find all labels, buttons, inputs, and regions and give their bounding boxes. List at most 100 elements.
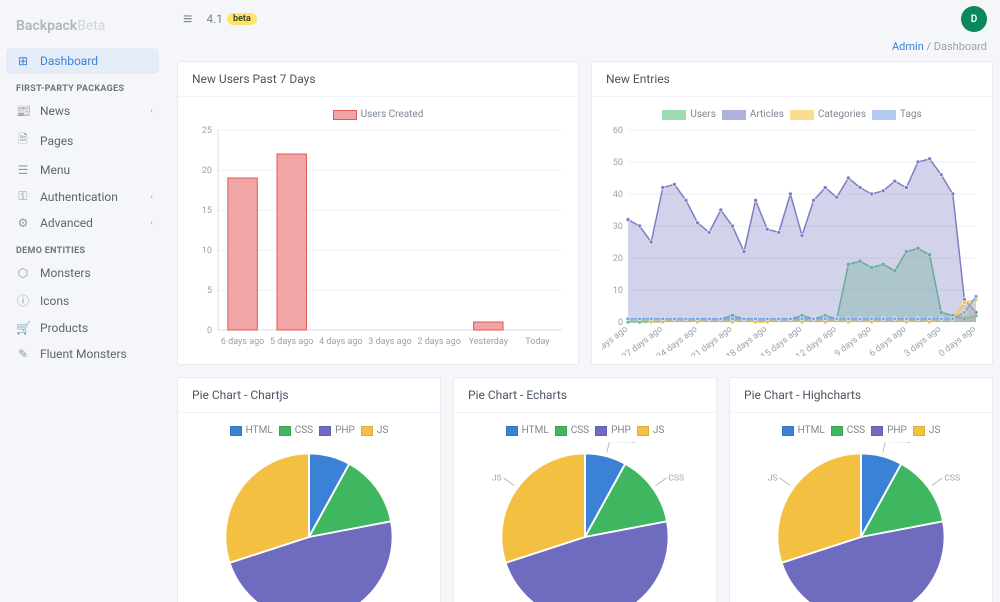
legend-label: JS: [377, 425, 388, 436]
card-title: Pie Chart - Highcharts: [730, 378, 992, 413]
sidebar-item-pages[interactable]: 🗎 Pages: [0, 124, 165, 157]
svg-text:20: 20: [202, 166, 212, 176]
sidebar-item-label: News: [40, 104, 70, 118]
sidebar-item-label: Fluent Monsters: [40, 347, 127, 361]
svg-text:40: 40: [613, 190, 623, 200]
svg-text:CSS: CSS: [944, 474, 960, 484]
legend-label: Users: [690, 109, 716, 120]
svg-text:4 days ago: 4 days ago: [319, 337, 362, 347]
legend-tags: Tags: [872, 109, 922, 120]
svg-text:JS: JS: [768, 474, 778, 484]
legend-swatch-icon: [333, 110, 357, 120]
main-area: ≡ 4.1 beta D Admin / Dashboard New Users…: [165, 0, 1000, 602]
svg-text:3 days ago: 3 days ago: [368, 337, 411, 347]
card-title: Pie Chart - Echarts: [454, 378, 716, 413]
card-new-entries: New Entries UsersArticlesCategoriesTags …: [591, 61, 993, 365]
legend-swatch-icon: [506, 426, 518, 436]
legend-html: HTML: [230, 425, 273, 436]
svg-text:25: 25: [202, 126, 212, 136]
card-title: New Entries: [592, 62, 992, 97]
dashboard-icon: ⊞: [16, 54, 30, 68]
svg-text:6 days ago: 6 days ago: [221, 337, 264, 347]
svg-text:HTML: HTML: [612, 442, 636, 445]
sidebar-item-monsters[interactable]: ⬡ Monsters: [0, 260, 165, 286]
legend-css: CSS: [279, 425, 313, 436]
legend-swatch-icon: [913, 426, 925, 436]
authentication-icon: ⚿: [16, 189, 30, 204]
legend-html: HTML: [506, 425, 549, 436]
svg-text:Today: Today: [525, 337, 550, 347]
pages-icon: 🗎: [16, 130, 30, 151]
sidebar-item-news[interactable]: 📰 News ‹: [0, 98, 165, 124]
legend-swatch-icon: [872, 110, 896, 120]
card-pie-2: Pie Chart - Highcharts HTML CSS PHP JS HTML…: [729, 377, 993, 602]
sidebar-item-dashboard[interactable]: ⊞ Dashboard: [6, 48, 159, 74]
svg-text:10: 10: [202, 246, 212, 256]
card-pie-0: Pie Chart - Chartjs HTMLCSSPHPJS: [177, 377, 441, 602]
monsters-icon: ⬡: [16, 266, 30, 280]
pie-chart: HTMLCSSPHPJS: [465, 442, 705, 602]
breadcrumb-current: Dashboard: [934, 40, 987, 53]
brand-logo: BackpackBeta: [0, 8, 165, 48]
sidebar-item-label: Advanced: [40, 216, 93, 230]
advanced-icon: ⚙: [16, 216, 30, 230]
svg-text:50: 50: [613, 158, 623, 168]
legend-swatch-icon: [279, 426, 291, 436]
svg-text:Yesterday: Yesterday: [469, 337, 509, 347]
legend-label: HTML: [798, 425, 825, 436]
card-title: New Users Past 7 Days: [178, 62, 578, 97]
svg-text:0: 0: [207, 326, 212, 336]
legend-label: CSS: [295, 425, 313, 436]
legend-label: Categories: [818, 109, 866, 120]
svg-text:CSS: CSS: [668, 474, 684, 484]
brand-second: Beta: [77, 18, 105, 34]
legend-label: PHP: [335, 425, 355, 436]
sidebar-item-icons[interactable]: ⓘ Icons: [0, 286, 165, 315]
legend-label: CSS: [847, 425, 865, 436]
sidebar-item-products[interactable]: 🛒 Products: [0, 315, 165, 341]
sidebar-item-menu[interactable]: ☰ Menu: [0, 157, 165, 183]
avatar[interactable]: D: [961, 6, 987, 32]
pie-chart: [209, 442, 409, 602]
svg-text:2 days ago: 2 days ago: [417, 337, 460, 347]
legend-label: Tags: [900, 109, 922, 120]
sidebar-section-first-party: FIRST-PARTY PACKAGES: [0, 74, 165, 98]
svg-text:HTML: HTML: [888, 442, 912, 445]
hamburger-icon[interactable]: ≡: [183, 9, 192, 29]
sidebar-item-label: Icons: [40, 294, 69, 308]
legend-swatch-icon: [319, 426, 331, 436]
svg-text:5: 5: [207, 286, 212, 296]
legend-swatch-icon: [595, 426, 607, 436]
legend-label: HTML: [522, 425, 549, 436]
legend-swatch-icon: [361, 426, 373, 436]
products-icon: 🛒: [16, 321, 30, 335]
legend-users: Users: [662, 109, 716, 120]
legend-php: PHP: [871, 425, 907, 436]
sidebar-item-label: Authentication: [40, 190, 118, 204]
pie-chart: HTMLCSSPHPJS: [741, 442, 981, 602]
sidebar-item-authentication[interactable]: ⚿ Authentication ‹: [0, 183, 165, 210]
sidebar-item-advanced[interactable]: ⚙ Advanced ‹: [0, 210, 165, 236]
breadcrumb: Admin / Dashboard: [165, 38, 1000, 61]
legend-swatch-icon: [831, 426, 843, 436]
legend-label: Articles: [750, 109, 784, 120]
legend-swatch-icon: [871, 426, 883, 436]
menu-icon: ☰: [16, 163, 30, 177]
sidebar-item-fluent-monsters[interactable]: ✎ Fluent Monsters: [0, 341, 165, 367]
line-chart: 010203040506030 days ago27 days ago24 da…: [602, 126, 982, 356]
legend-css: CSS: [831, 425, 865, 436]
version-number: 4.1: [206, 12, 223, 26]
legend-label: PHP: [611, 425, 631, 436]
svg-text:15: 15: [202, 206, 212, 216]
legend-swatch-icon: [722, 110, 746, 120]
sidebar-section-demo: DEMO ENTITIES: [0, 236, 165, 260]
legend-swatch-icon: [230, 426, 242, 436]
sidebar-item-label: Menu: [40, 163, 70, 177]
sidebar-item-label: Monsters: [40, 266, 91, 280]
legend-js: JS: [913, 425, 940, 436]
chevron-left-icon: ‹: [150, 192, 153, 202]
legend-categories: Categories: [790, 109, 866, 120]
sidebar: BackpackBeta ⊞ Dashboard FIRST-PARTY PAC…: [0, 0, 165, 602]
breadcrumb-link-admin[interactable]: Admin: [892, 40, 924, 53]
card-pie-1: Pie Chart - Echarts HTMLCSSPHPJS HTMLCSS…: [453, 377, 717, 602]
